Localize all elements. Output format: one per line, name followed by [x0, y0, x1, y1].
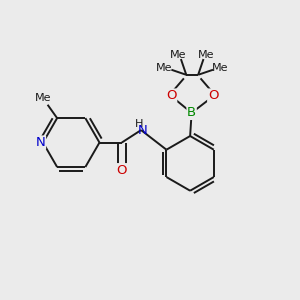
Text: O: O [166, 89, 177, 102]
Text: N: N [138, 124, 147, 137]
Text: O: O [208, 89, 218, 102]
Text: Me: Me [212, 63, 229, 73]
Text: O: O [116, 164, 127, 177]
Text: N: N [36, 136, 46, 149]
Text: Me: Me [198, 50, 215, 60]
Text: Me: Me [156, 63, 172, 73]
Text: H: H [135, 119, 144, 129]
Text: B: B [187, 106, 196, 119]
Text: Me: Me [170, 50, 186, 60]
Text: Me: Me [35, 93, 51, 103]
